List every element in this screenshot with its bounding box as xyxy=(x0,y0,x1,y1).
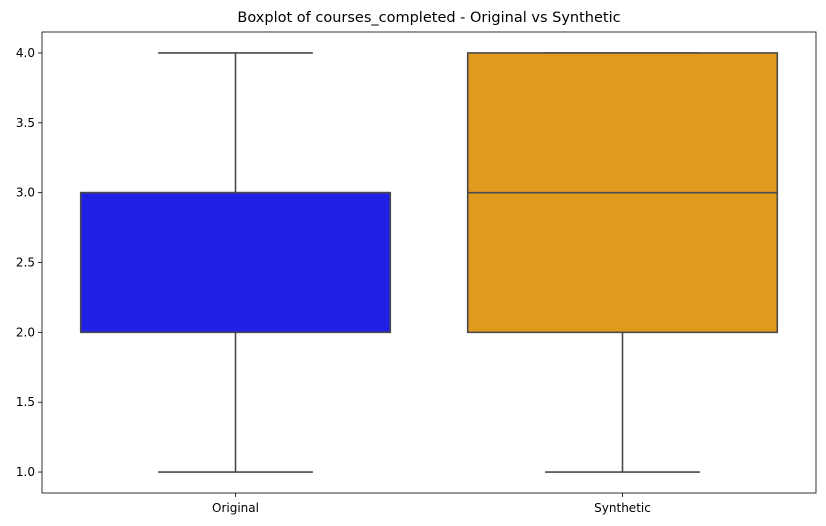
chart-title: Boxplot of courses_completed - Original … xyxy=(237,10,620,26)
y-tick-label: 1.5 xyxy=(16,395,35,409)
y-tick-label: 4.0 xyxy=(16,46,35,60)
y-tick-label: 3.0 xyxy=(16,186,35,200)
plot-frame xyxy=(41,31,817,494)
y-tick-label: 1.0 xyxy=(16,465,35,479)
axes: Original Synthetic 1.0 1.5 2.0 2.5 3.0 3.5 4.0 xyxy=(16,31,817,515)
y-tick-label: 2.5 xyxy=(16,256,35,270)
plot-area xyxy=(79,52,779,473)
box-group-original xyxy=(79,52,392,473)
box-original xyxy=(79,191,392,334)
x-tick-label-original: Original xyxy=(212,501,259,515)
y-tick-label: 2.0 xyxy=(16,325,35,339)
box-group-synthetic xyxy=(466,52,779,473)
x-tick-label-synthetic: Synthetic xyxy=(594,501,651,515)
y-tick-label: 3.5 xyxy=(16,116,35,130)
